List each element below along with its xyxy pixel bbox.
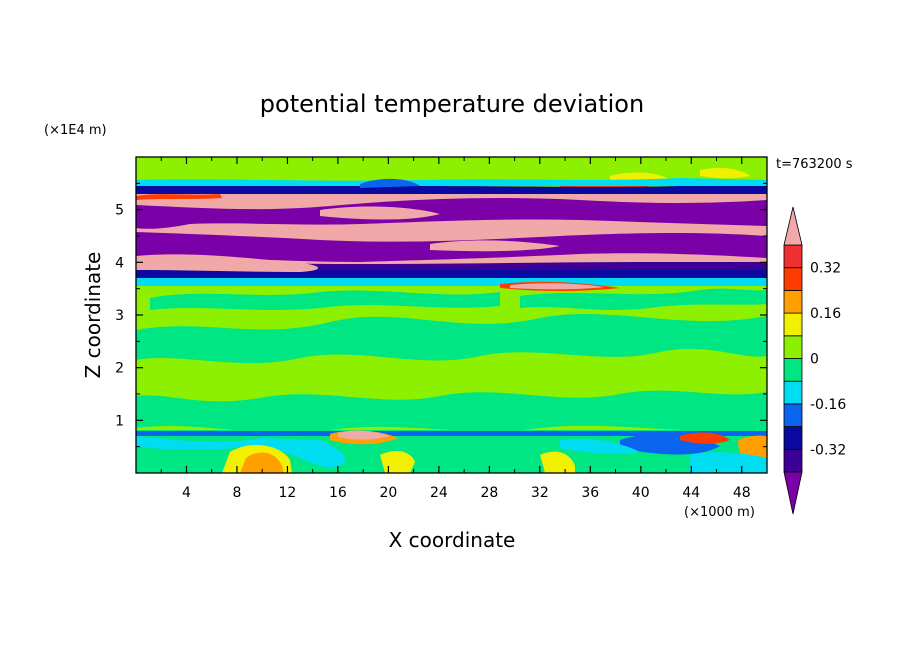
- field-upper-purple-1: [136, 198, 767, 229]
- field-upper-cyan: [136, 278, 767, 286]
- x-tick-label: 16: [329, 485, 347, 501]
- x-tick-label: 36: [581, 485, 599, 501]
- colorbar-bin: [783, 312, 803, 337]
- colorbar-bin: [783, 289, 803, 314]
- y-tick-label: 4: [115, 255, 124, 271]
- x-tick-label: 40: [632, 485, 650, 501]
- x-unit-label: (×1000 m): [684, 505, 755, 520]
- field-upper-pink-2: [136, 254, 319, 272]
- field-patch-yellow-right: [700, 168, 750, 179]
- field-upper-pink-4: [320, 206, 440, 220]
- colorbar-bin: [783, 403, 803, 427]
- colorbar-extend-bottom: [783, 471, 803, 515]
- field-upper-blue-patch: [360, 178, 420, 188]
- colorbar-bin: [783, 380, 803, 405]
- x-axis-label: X coordinate: [389, 528, 516, 552]
- y-tick-label: 1: [115, 413, 124, 429]
- colorbar-bin: [783, 267, 803, 291]
- y-axis-ticks: 1 2 3 4 5: [115, 182, 767, 448]
- colorbar-label: 0.32: [810, 261, 841, 277]
- field-patch-warm-7: [540, 451, 575, 473]
- field-patch-warm-2: [240, 452, 284, 473]
- field-upper-red-edge: [136, 194, 222, 200]
- colorbar-bin: [783, 358, 803, 382]
- y-axis-label: Z coordinate: [81, 252, 105, 379]
- x-tick-label: 4: [182, 485, 191, 501]
- field-patch-cyan-2: [690, 452, 767, 473]
- x-tick-label: 48: [733, 485, 751, 501]
- colorbar-bin: [783, 335, 803, 359]
- x-tick-label: 8: [232, 485, 241, 501]
- field-patch-warm-4: [338, 430, 390, 440]
- field-upper-cyan-top: [136, 178, 767, 186]
- field-patch-pink-band: [510, 283, 605, 290]
- colorbar-label: -0.16: [810, 397, 846, 413]
- colorbar-extend-top: [783, 206, 803, 246]
- x-axis-ticks: 4 8 12 16 20 24 28 32 36 40 44 48: [160, 157, 751, 501]
- field-patch-warm-5: [680, 432, 730, 444]
- time-label: t=763200 s: [776, 157, 853, 172]
- x-tick-label: 28: [480, 485, 498, 501]
- chart-title: potential temperature deviation: [260, 90, 644, 118]
- field-patch-mid-green: [150, 290, 500, 310]
- field-upper-pink-3: [430, 240, 560, 252]
- colorbar-bin: [783, 426, 803, 450]
- colorbar: 0.32 0.16 0 -0.16 -0.32: [783, 206, 846, 515]
- field-upper-navy-top: [136, 185, 767, 194]
- y-tick-label: 2: [115, 361, 124, 377]
- x-tick-label: 24: [430, 485, 448, 501]
- field-low-blue: [136, 431, 767, 436]
- colorbar-bin: [783, 448, 803, 473]
- y-unit-label: (×1E4 m): [44, 123, 107, 138]
- contour-field: [136, 157, 767, 473]
- field-patch-mid-green-2: [520, 288, 767, 310]
- field-patch-lower-green-2: [136, 348, 767, 402]
- field-patch-cyan-low-2: [560, 438, 640, 454]
- x-tick-label: 12: [279, 485, 297, 501]
- colorbar-label: 0.16: [810, 306, 841, 322]
- colorbar-label: -0.32: [810, 442, 846, 458]
- y-tick-label: 3: [115, 308, 124, 324]
- x-tick-label: 20: [379, 485, 397, 501]
- colorbar-bin: [783, 244, 803, 269]
- colorbar-label: 0: [810, 352, 819, 368]
- x-tick-label: 44: [682, 485, 700, 501]
- y-tick-label: 5: [115, 203, 124, 219]
- field-patch-low-cyan: [136, 436, 346, 468]
- x-tick-label: 32: [531, 485, 549, 501]
